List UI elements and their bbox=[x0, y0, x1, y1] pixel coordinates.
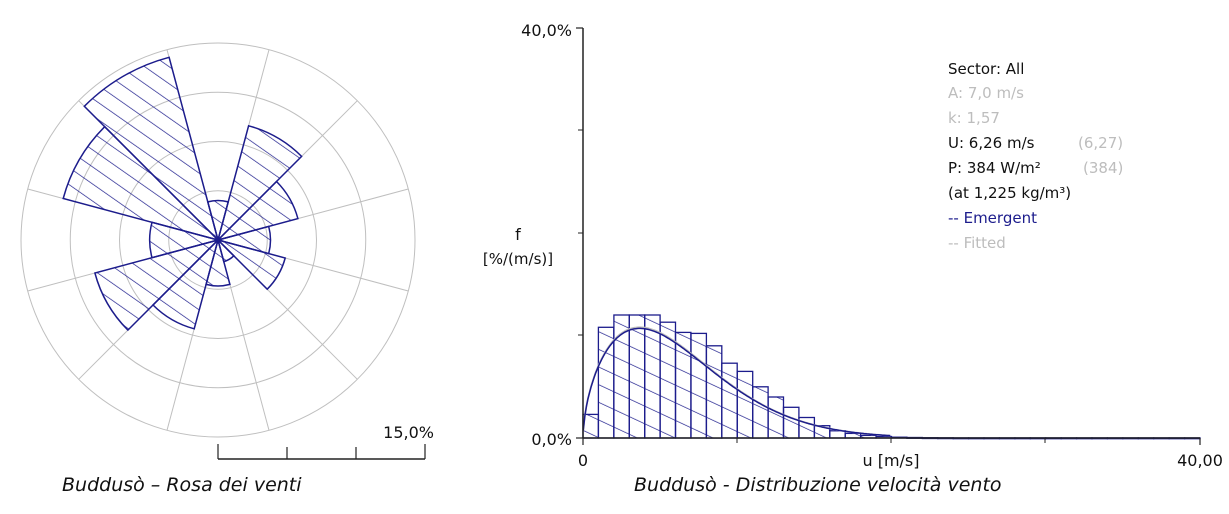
stat-mean-speed-fitted: (6,27) bbox=[1078, 134, 1123, 152]
distribution-bar-11 bbox=[752, 386, 769, 439]
legend-fitted: -- Fitted bbox=[948, 234, 1006, 252]
y-tick-label-max: 40,0% bbox=[521, 21, 572, 40]
x-tick-label-max: 40,00 bbox=[1177, 451, 1223, 470]
distribution-bar-3 bbox=[628, 314, 646, 439]
emergent-curve bbox=[582, 327, 891, 437]
rose-sector-11 bbox=[83, 56, 220, 243]
distribution-bar-16 bbox=[829, 430, 846, 439]
distribution-bar-8 bbox=[705, 345, 723, 439]
x-tick-label-min: 0 bbox=[578, 451, 588, 470]
stat-weibull-a: A: 7,0 m/s bbox=[948, 84, 1024, 102]
distribution-bar-12 bbox=[767, 396, 785, 439]
rose-grid-ring bbox=[119, 141, 317, 339]
stat-mean-speed: U: 6,26 m/s bbox=[948, 134, 1035, 152]
distribution-bar-13 bbox=[782, 406, 800, 439]
rose-grid-ring bbox=[20, 42, 416, 438]
y-axis-label-unit: [%/(m/s)] bbox=[483, 250, 553, 268]
distribution-bar-7 bbox=[690, 332, 708, 439]
rose-sector-2 bbox=[215, 180, 299, 242]
distribution-bar-9 bbox=[721, 362, 738, 439]
y-tick-label-min: 0,0% bbox=[531, 430, 572, 449]
distribution-caption: Buddusò - Distribuzione velocità vento bbox=[634, 474, 1002, 496]
stat-power-density-fitted: (384) bbox=[1083, 159, 1123, 177]
stat-sector: Sector: All bbox=[948, 60, 1024, 78]
distribution-stats-legend: Sector: All A: 7,0 m/s k: 1,57 U: 6,26 m… bbox=[948, 60, 1123, 252]
x-axis-label: u [m/s] bbox=[862, 451, 919, 470]
rose-caption: Buddusò – Rosa dei venti bbox=[62, 474, 302, 496]
stat-weibull-k: k: 1,57 bbox=[948, 109, 1000, 127]
rose-sector-4 bbox=[215, 238, 287, 291]
rose-scale-bar: 15,0% bbox=[217, 423, 434, 460]
speed-distribution-chart bbox=[582, 314, 1201, 440]
rose-grid-ring bbox=[69, 91, 367, 389]
stat-power-density: P: 384 W/m² bbox=[948, 159, 1041, 177]
rose-scale-label: 15,0% bbox=[383, 423, 434, 442]
rose-sector-8 bbox=[93, 238, 221, 332]
rose-sector-1 bbox=[216, 124, 303, 243]
distribution-axes: 40,0% 0,0% 0 40,00 u [m/s] f [%/(m/s)] bbox=[483, 21, 1223, 470]
legend-emergent: -- Emergent bbox=[948, 209, 1037, 227]
stat-air-density: (at 1,225 kg/m³) bbox=[948, 184, 1071, 202]
distribution-bar-10 bbox=[736, 370, 754, 439]
wind-rose-chart bbox=[20, 42, 416, 438]
y-axis-label-symbol: f bbox=[515, 225, 521, 244]
